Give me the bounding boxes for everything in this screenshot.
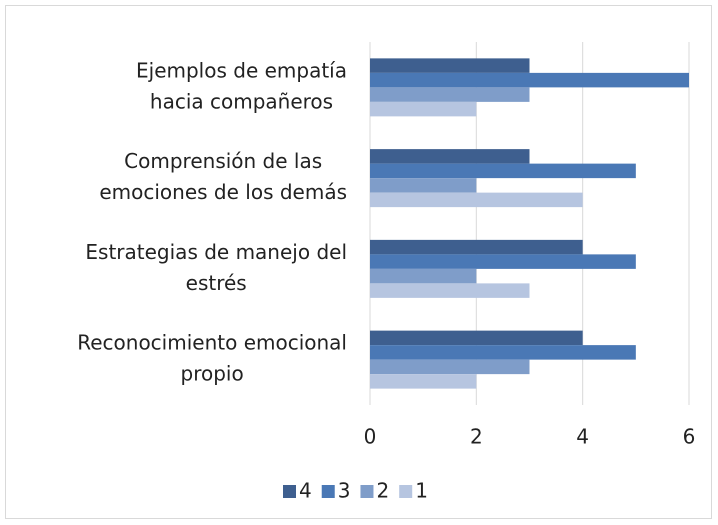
legend-label: 1: [415, 479, 428, 503]
bar: [370, 149, 530, 164]
x-tick-label: 4: [576, 425, 589, 449]
legend-swatch: [321, 485, 335, 498]
bar: [370, 101, 477, 117]
bar: [370, 239, 583, 255]
x-tick-label: 6: [683, 425, 696, 449]
bar: [370, 359, 530, 375]
x-tick-label: 2: [470, 425, 483, 449]
y-tick-label: Estrategias de manejo del: [85, 240, 347, 264]
bar: [370, 72, 689, 88]
bar: [370, 374, 477, 389]
bar: [370, 254, 636, 269]
y-tick-label: estrés: [186, 271, 247, 295]
x-tick-label: 0: [364, 425, 377, 449]
bar: [370, 163, 636, 179]
y-tick-label: Reconocimiento emocional: [77, 331, 347, 355]
bar: [370, 58, 530, 73]
bar: [370, 192, 583, 208]
legend-label: 4: [299, 479, 312, 503]
bar: [370, 178, 477, 193]
y-tick-label: propio: [181, 362, 244, 386]
legend-swatch: [360, 485, 374, 498]
legend-label: 3: [338, 479, 351, 503]
y-tick-label: emociones de los demás: [99, 180, 347, 204]
y-tick-label: Comprensión de las: [124, 149, 322, 173]
bar: [370, 330, 583, 346]
bar: [370, 345, 636, 360]
y-tick-label: hacia compañeros: [150, 89, 333, 113]
legend-swatch: [283, 485, 296, 498]
legend-label: 2: [376, 479, 389, 503]
y-tick-label: Ejemplos de empatía: [136, 58, 347, 82]
bar: [370, 268, 477, 284]
bar: [370, 283, 530, 298]
bar: [370, 87, 530, 102]
legend-swatch: [399, 485, 413, 498]
